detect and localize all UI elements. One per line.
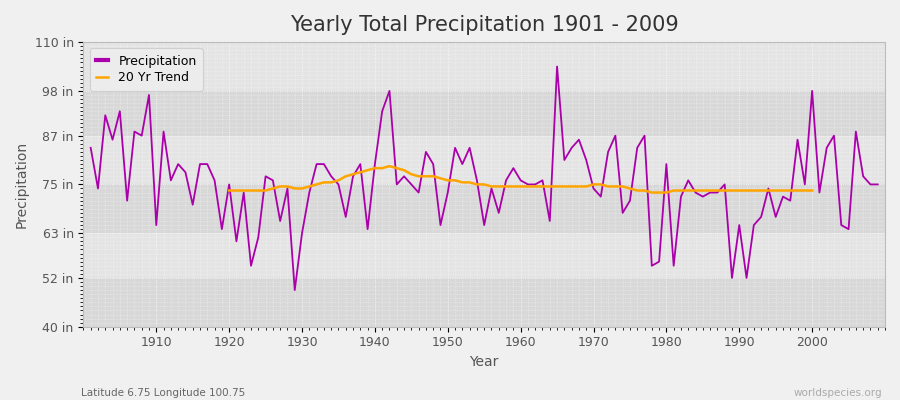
Bar: [84, 91, 885, 136]
Precipitation: [355, 162, 365, 166]
Title: Yearly Total Precipitation 1901 - 2009: Yearly Total Precipitation 1901 - 2009: [290, 15, 679, 35]
20 Yr Trend: [806, 188, 817, 193]
20 Yr Trend: [669, 188, 680, 193]
Y-axis label: Precipitation: Precipitation: [15, 141, 29, 228]
Precipitation: [523, 182, 534, 187]
X-axis label: Year: Year: [470, 355, 499, 369]
Bar: [84, 136, 885, 184]
Text: worldspecies.org: worldspecies.org: [794, 388, 882, 398]
20 Yr Trend: [646, 190, 657, 195]
Precipitation: [86, 146, 96, 150]
20 Yr Trend: [712, 188, 723, 193]
Bar: [84, 184, 885, 233]
Precipitation: [617, 210, 628, 215]
20 Yr Trend: [763, 188, 774, 193]
20 Yr Trend: [552, 184, 562, 189]
Precipitation: [289, 288, 300, 292]
20 Yr Trend: [224, 188, 235, 193]
Precipitation: [144, 92, 155, 97]
Bar: [84, 42, 885, 91]
Precipitation: [311, 162, 322, 166]
Line: Precipitation: Precipitation: [91, 66, 878, 290]
20 Yr Trend: [384, 164, 395, 168]
20 Yr Trend: [596, 182, 607, 187]
Text: Latitude 6.75 Longitude 100.75: Latitude 6.75 Longitude 100.75: [81, 388, 245, 398]
20 Yr Trend: [741, 188, 751, 193]
Precipitation: [515, 178, 526, 183]
Bar: [84, 278, 885, 327]
Bar: [84, 233, 885, 278]
Precipitation: [552, 64, 562, 69]
Line: 20 Yr Trend: 20 Yr Trend: [230, 166, 812, 192]
Precipitation: [872, 182, 883, 187]
Legend: Precipitation, 20 Yr Trend: Precipitation, 20 Yr Trend: [90, 48, 202, 91]
